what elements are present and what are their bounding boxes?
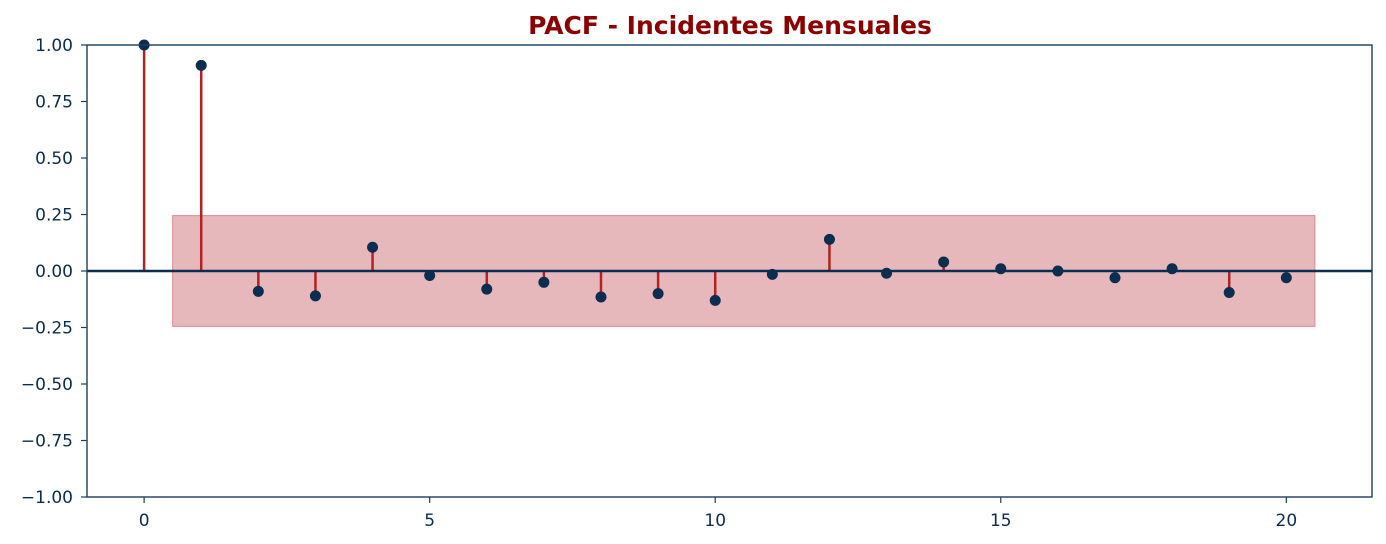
marker-lag-8 xyxy=(595,291,607,303)
x-tick-label: 5 xyxy=(424,511,435,531)
marker-lag-1 xyxy=(195,59,207,71)
marker-lag-14 xyxy=(938,256,950,268)
marker-lag-18 xyxy=(1166,263,1178,275)
chart-title: PACF - Incidentes Mensuales xyxy=(528,11,932,40)
y-tick-label: 0.50 xyxy=(35,149,73,169)
y-tick-label: 0.00 xyxy=(35,262,73,282)
x-tick-label: 20 xyxy=(1276,511,1298,531)
marker-lag-17 xyxy=(1109,272,1121,284)
marker-lag-16 xyxy=(1052,265,1064,277)
marker-lag-15 xyxy=(995,263,1007,275)
marker-lag-19 xyxy=(1223,286,1235,298)
marker-lag-6 xyxy=(481,283,493,295)
marker-lag-5 xyxy=(424,270,436,282)
marker-lag-12 xyxy=(823,233,835,245)
marker-lag-2 xyxy=(252,285,264,297)
marker-lag-4 xyxy=(367,241,379,253)
y-tick-label: −0.75 xyxy=(21,432,73,452)
y-tick-label: 1.00 xyxy=(35,36,73,56)
marker-lag-9 xyxy=(652,288,664,300)
x-tick-label: 0 xyxy=(139,511,150,531)
y-tick-label: 0.75 xyxy=(35,93,73,113)
marker-lag-3 xyxy=(309,290,321,302)
y-tick-label: −0.50 xyxy=(21,375,73,395)
y-tick-label: −0.25 xyxy=(21,319,73,339)
marker-lag-13 xyxy=(881,267,893,279)
marker-lag-7 xyxy=(538,276,550,288)
marker-lag-11 xyxy=(766,268,778,280)
plot-area: 1.00 0.75 0.50 0.25 0.00 −0.25 −0.50 −0.75 −1.00… xyxy=(21,36,1373,531)
y-tick-label: 0.25 xyxy=(35,206,73,226)
x-tick-label: 10 xyxy=(704,511,726,531)
marker-lag-10 xyxy=(709,294,721,306)
y-tick-label: −1.00 xyxy=(21,488,73,508)
x-tick-label: 15 xyxy=(990,511,1012,531)
marker-lag-20 xyxy=(1280,272,1292,284)
